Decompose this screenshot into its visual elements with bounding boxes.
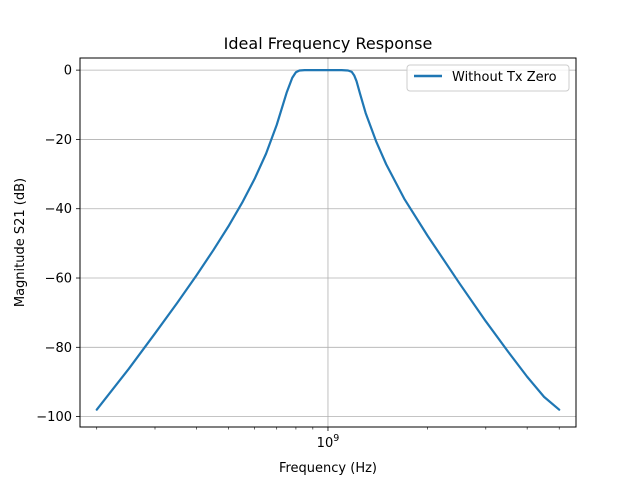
y-tick-label: −80: [45, 341, 72, 356]
x-axis-label: Frequency (Hz): [279, 461, 377, 476]
x-tick-exponent: 9: [333, 433, 339, 444]
chart-title: Ideal Frequency Response: [224, 34, 433, 53]
legend-label: Without Tx Zero: [452, 70, 557, 85]
y-tick-label: 0: [64, 64, 72, 79]
y-tick-label: −60: [45, 272, 72, 287]
y-tick-label: −20: [45, 133, 72, 148]
y-tick-label: −40: [45, 202, 72, 217]
series-line: [95, 69, 561, 411]
y-tick-label: −100: [36, 410, 72, 425]
grid: [80, 58, 576, 427]
y-axis-label: Magnitude S21 (dB): [13, 178, 28, 307]
series-layer: [95, 69, 561, 411]
legend: Without Tx Zero: [406, 64, 570, 92]
legend-box: [406, 64, 570, 92]
